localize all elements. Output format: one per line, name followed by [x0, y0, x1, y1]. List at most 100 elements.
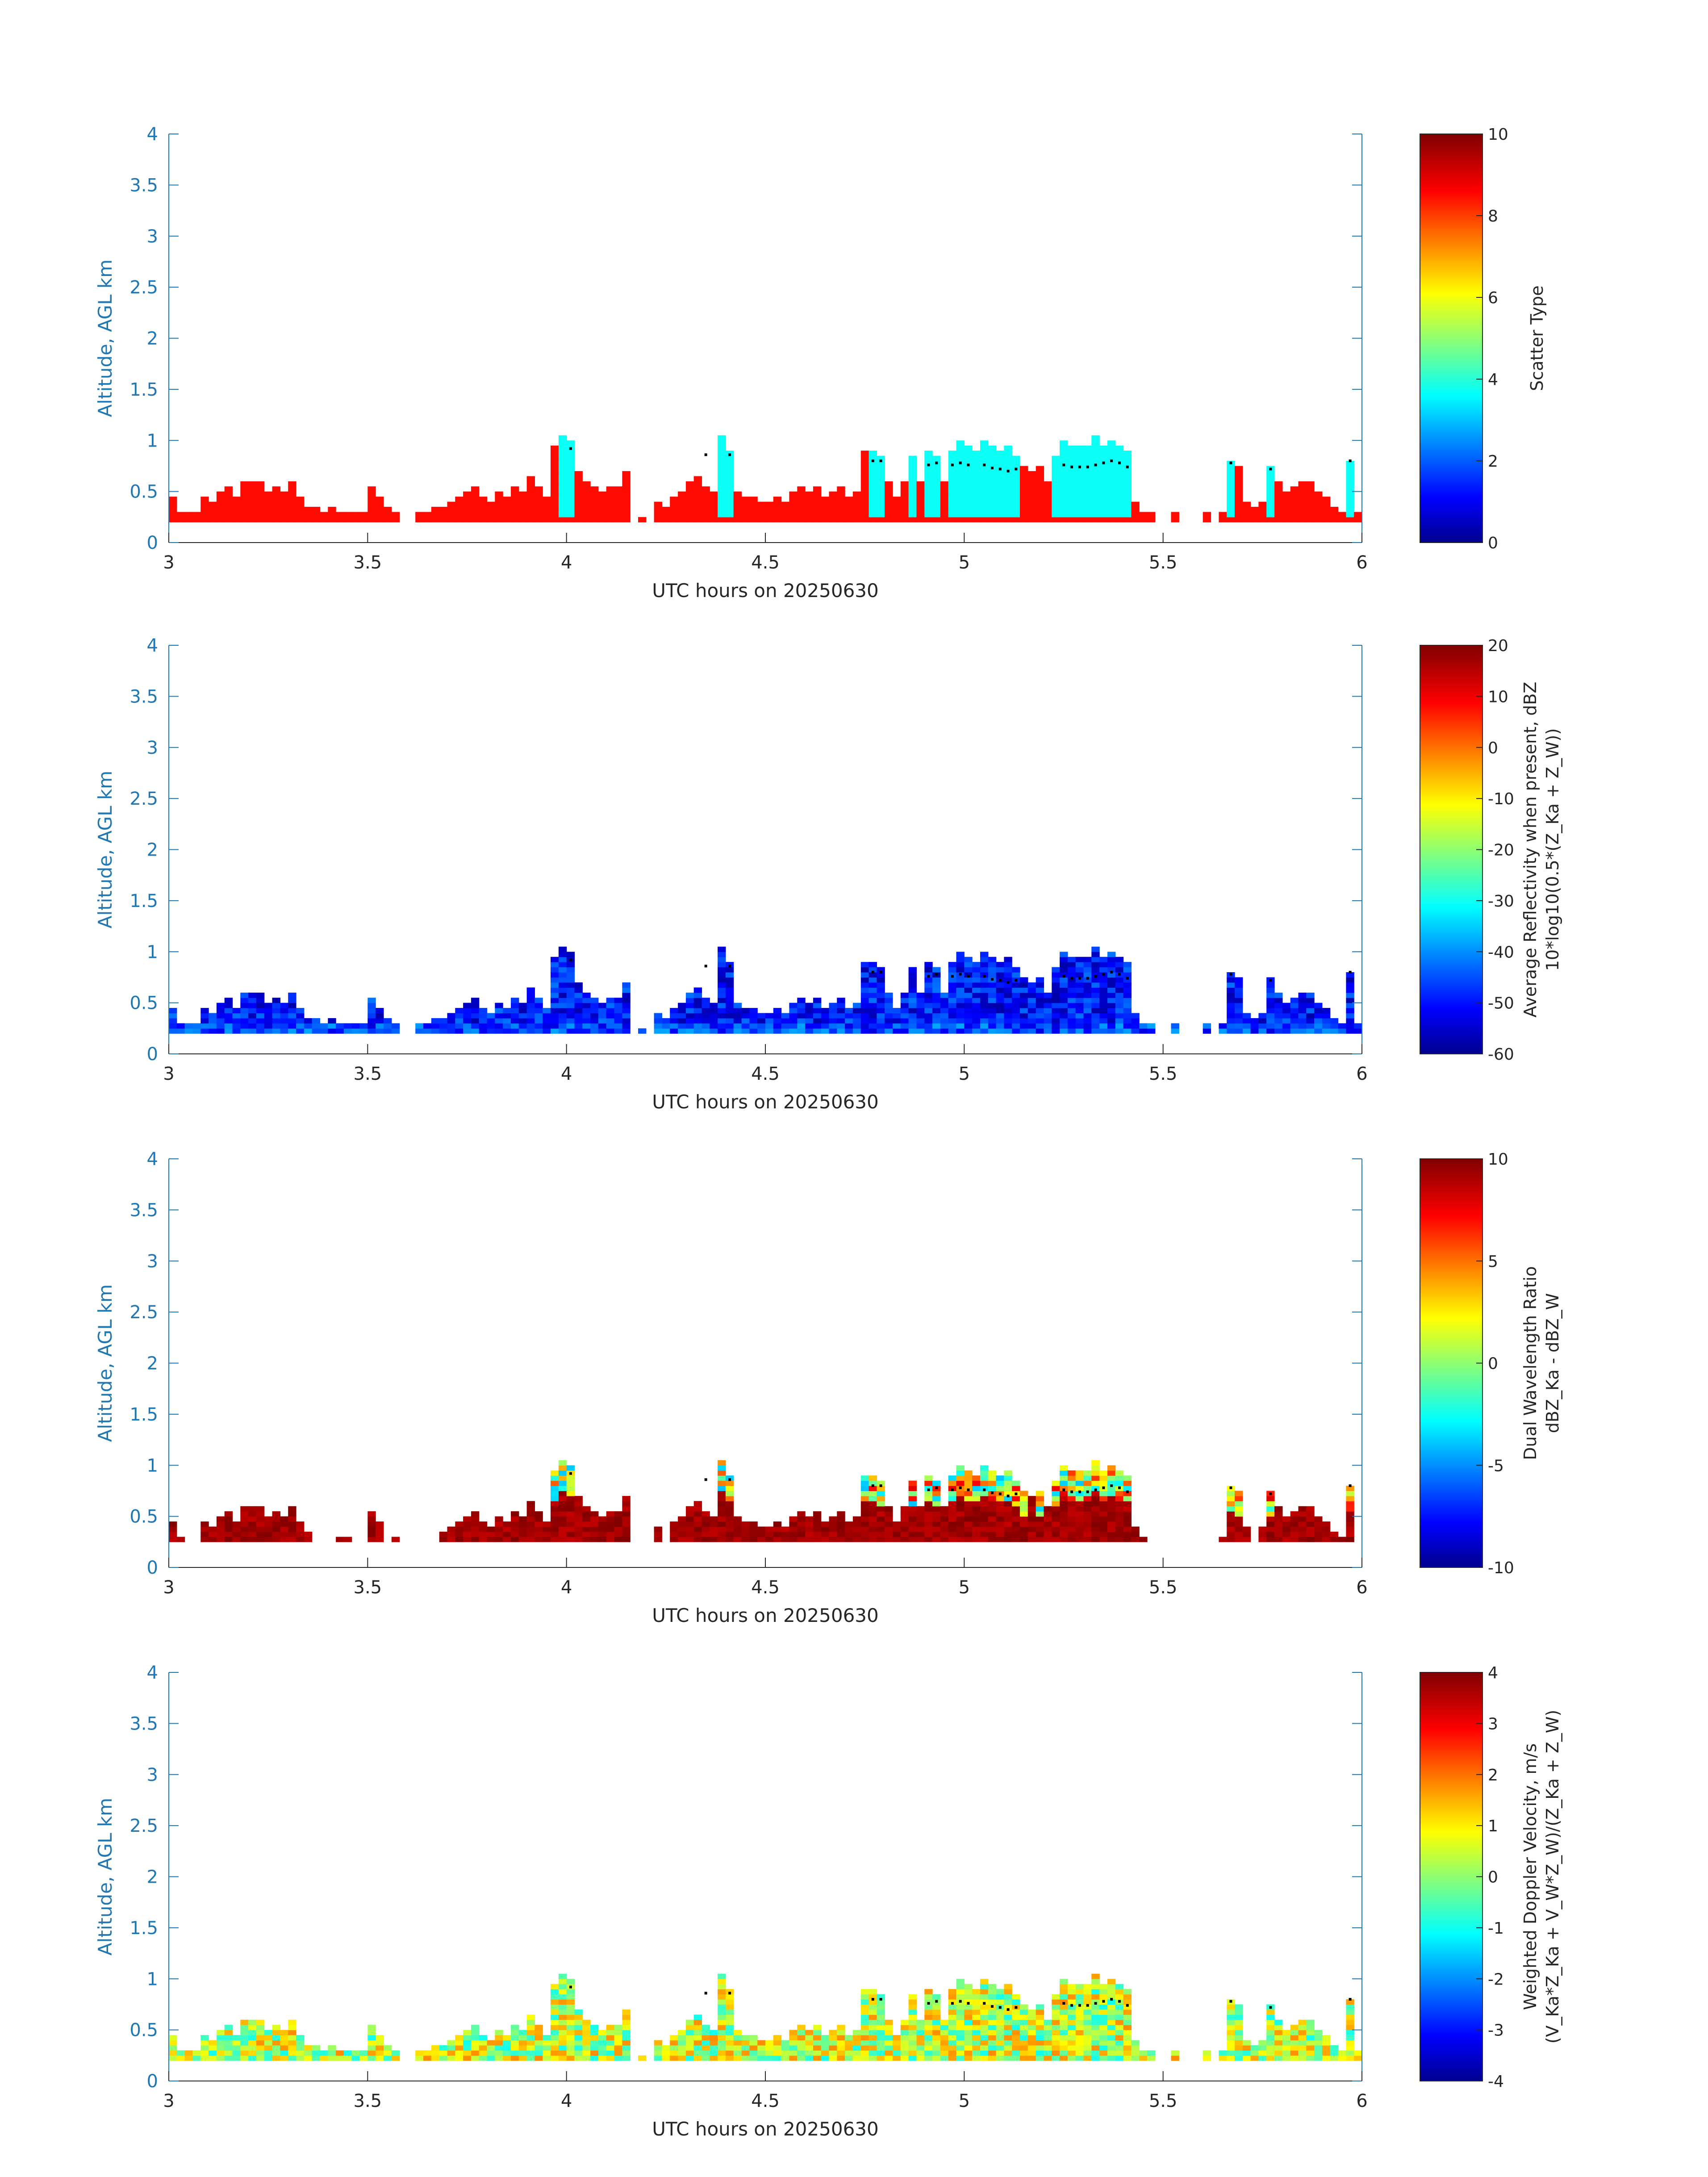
heatmap-cell [757, 1531, 766, 1537]
heatmap-cell [980, 1501, 989, 1507]
heatmap-cell [685, 998, 694, 1003]
heatmap-cell [1091, 1994, 1100, 2000]
heatmap-cell [209, 1018, 217, 1024]
heatmap-cell [1235, 2055, 1243, 2061]
heatmap-cell [1052, 2025, 1060, 2031]
heatmap-cell [622, 982, 631, 988]
heatmap-cell [813, 1531, 822, 1537]
heatmap-cell [869, 2025, 877, 2031]
heatmap-cell [1075, 501, 1084, 507]
heatmap-cell [351, 2055, 360, 2061]
heatmap-cell [813, 2050, 822, 2056]
heatmap-cell [932, 2040, 941, 2046]
heatmap-cell [558, 2055, 567, 2061]
heatmap-cell [606, 2040, 615, 2046]
heatmap-cell [885, 506, 893, 512]
heatmap-cell [1219, 2055, 1227, 2061]
heatmap-cell [582, 1511, 591, 1517]
heatmap-cell [852, 1013, 861, 1019]
heatmap-cell [1067, 992, 1076, 998]
heatmap-cell [1306, 2040, 1315, 2046]
heatmap-cell [1314, 2035, 1323, 2041]
heatmap-cell [1060, 2055, 1068, 2061]
heatmap-cell [312, 2050, 320, 2056]
heatmap-cell [558, 2045, 567, 2051]
heatmap-cell [503, 2050, 511, 2056]
heatmap-cell [869, 982, 877, 988]
heatmap-cell [781, 512, 789, 518]
heatmap-cell [956, 1018, 965, 1024]
heatmap-cell [590, 491, 599, 497]
heatmap-cell [471, 517, 480, 522]
heatmap-cell [590, 1511, 599, 1517]
heatmap-cell [1060, 517, 1068, 522]
heatmap-cell [1012, 1521, 1020, 1527]
heatmap-cell [1346, 972, 1354, 978]
heatmap-cell [1004, 1480, 1012, 1486]
y-axis-label: Altitude, AGL km [94, 259, 116, 417]
heatmap-cell [718, 1475, 726, 1481]
heatmap-cell [495, 2030, 503, 2035]
heatmap-cell [169, 497, 177, 502]
heatmap-cell [551, 451, 559, 456]
heatmap-cell [1091, 481, 1100, 487]
heatmap-cell [852, 497, 861, 502]
heatmap-cell [733, 2055, 742, 2061]
heatmap-cell [455, 2045, 464, 2051]
heatmap-cell [1123, 1028, 1132, 1034]
heatmap-cell [1036, 512, 1044, 518]
heatmap-cell [367, 501, 376, 507]
heatmap-cell [304, 512, 313, 518]
heatmap-cell [367, 1013, 376, 1019]
heatmap-cell [248, 998, 257, 1003]
heatmap-cell [376, 1521, 384, 1527]
heatmap-cell [741, 506, 750, 512]
heatmap-cell [1274, 1531, 1283, 1537]
heatmap-cell [781, 506, 789, 512]
heatmap-cell [829, 1003, 837, 1008]
heatmap-cell [869, 506, 877, 512]
heatmap-cell [1075, 2055, 1084, 2061]
heatmap-cell [1027, 2040, 1036, 2046]
heatmap-cell [606, 1537, 615, 1542]
heatmap-cell [1099, 1511, 1108, 1517]
heatmap-cell [765, 1526, 774, 1532]
heatmap-cell [980, 1984, 989, 1989]
marker-point [1229, 1486, 1232, 1489]
heatmap-cell [1027, 1521, 1036, 1527]
heatmap-cell [376, 512, 384, 518]
heatmap-cell [1004, 1999, 1012, 2005]
heatmap-cell [860, 1013, 869, 1019]
heatmap-cell [1004, 491, 1012, 497]
heatmap-cell [1060, 1028, 1068, 1034]
heatmap-cell [932, 501, 941, 507]
heatmap-cell [526, 486, 535, 492]
heatmap-cell [932, 1008, 941, 1014]
heatmap-cell [710, 1521, 718, 1527]
heatmap-cell [1123, 1486, 1132, 1491]
heatmap-cell [1131, 2050, 1140, 2056]
heatmap-cell [1282, 1526, 1291, 1532]
marker-point [1078, 2004, 1081, 2007]
heatmap-cell [622, 1506, 631, 1512]
heatmap-cell [1290, 486, 1299, 492]
heatmap-cell [972, 451, 981, 456]
heatmap-cell [940, 1008, 949, 1014]
heatmap-cell [654, 517, 662, 522]
heatmap-cell [1052, 972, 1060, 978]
heatmap-cell [598, 501, 607, 507]
heatmap-cell [471, 1537, 480, 1542]
heatmap-cell [495, 501, 503, 507]
heatmap-cell [956, 440, 965, 446]
x-tick-label: 5 [959, 2091, 970, 2111]
heatmap-cell [1067, 1994, 1076, 2000]
heatmap-cell [543, 1028, 551, 1034]
heatmap-cell [980, 967, 989, 973]
heatmap-cell [1036, 1003, 1044, 1008]
heatmap-cell [948, 1521, 957, 1527]
heatmap-cell [718, 501, 726, 507]
heatmap-cell [916, 517, 925, 522]
heatmap-cell [797, 1521, 806, 1527]
heatmap-cell [988, 512, 997, 518]
